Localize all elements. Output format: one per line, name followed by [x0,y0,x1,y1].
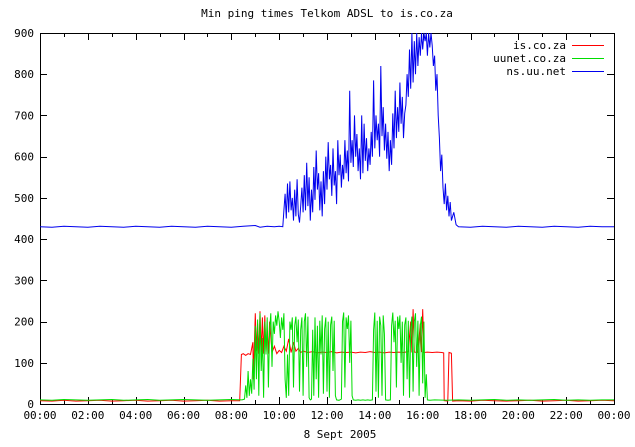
x-tick-label: 20:00 [502,409,535,422]
x-tick-label: 02:00 [71,409,104,422]
y-tick-label: 600 [14,151,34,164]
x-tick-label: 00:00 [597,409,630,422]
y-tick-label: 700 [14,109,34,122]
x-tick-label: 08:00 [215,409,248,422]
axes: 00:00 02:00 04:00 06:00 08:00 10:00 12:00 14:00… [14,27,630,422]
x-tick-label: 06:00 [167,409,200,422]
x-tick-label: 10:00 [263,409,296,422]
x-tick-label: 22:00 [550,409,583,422]
series-line-is.co.za [39,309,615,402]
x-tick-label: 04:00 [119,409,152,422]
y-tick-label: 0 [27,398,34,411]
y-tick-label: 200 [14,316,34,329]
x-axis-date-label: 8 Sept 2005 [304,428,377,441]
legend-label-is.co.za: is.co.za [513,39,566,52]
legend-label-uunet.co.za: uunet.co.za [493,52,566,65]
series-line-uunet.co.za [39,311,614,401]
y-tick-label: 100 [14,357,34,370]
x-tick-label: 18:00 [454,409,487,422]
x-tick-label: 12:00 [310,409,343,422]
legend-label-ns.uu.net: ns.uu.net [506,65,566,78]
series-lines [39,32,615,402]
x-tick-label: 00:00 [23,409,56,422]
y-tick-label: 500 [14,192,34,205]
y-tick-label: 900 [14,27,34,40]
chart-title: Min ping times Telkom ADSL to is.co.za [201,7,453,20]
series-line-ns.uu.net [39,32,614,228]
x-tick-label: 16:00 [406,409,439,422]
y-tick-label: 300 [14,274,34,287]
x-tick-label: 14:00 [358,409,391,422]
y-tick-label: 800 [14,68,34,81]
y-tick-label: 400 [14,233,34,246]
